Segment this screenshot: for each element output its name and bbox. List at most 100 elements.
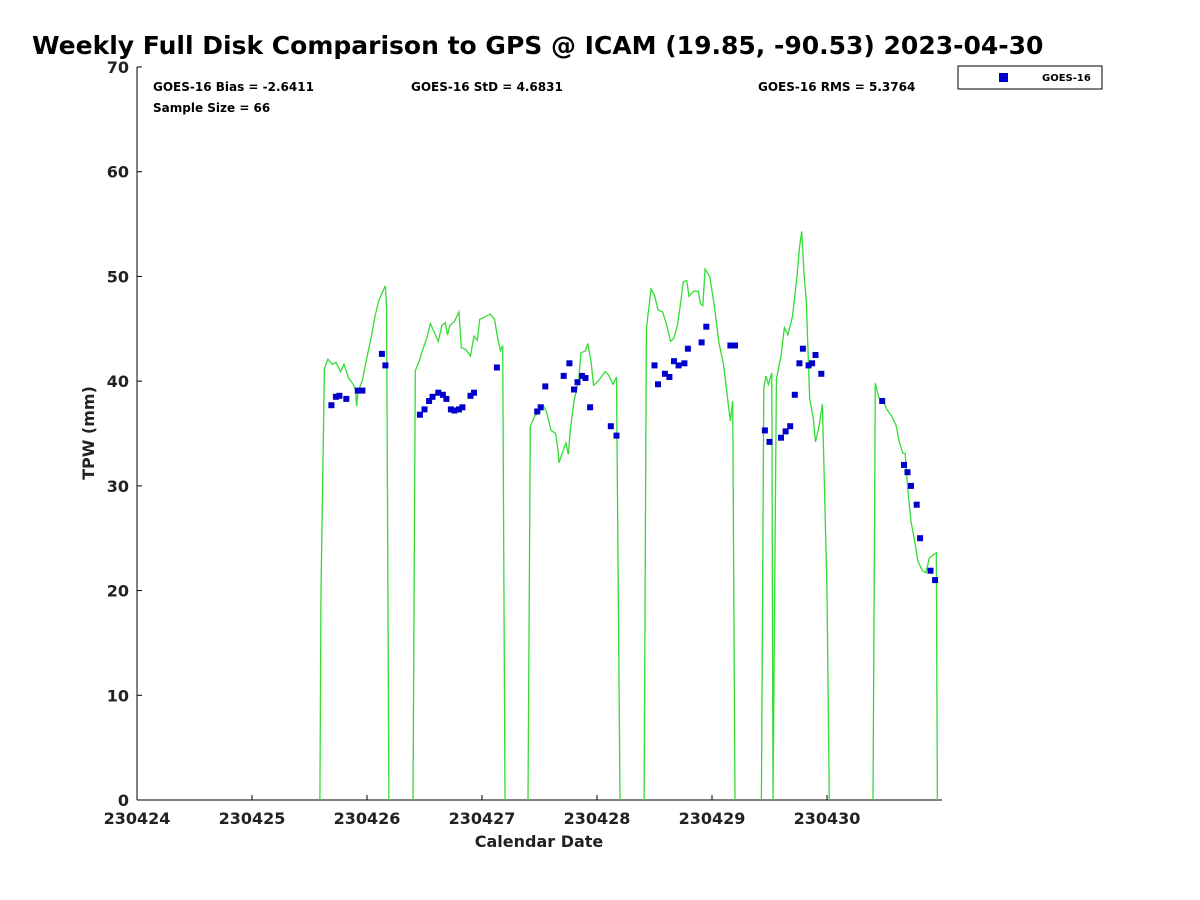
legend: GOES-16 (957, 65, 1103, 90)
goes-16-point (451, 407, 458, 414)
goes-16-point (684, 345, 691, 352)
goes-16-point (439, 391, 446, 398)
goes-16-point (661, 370, 668, 377)
x-tick-label: 230430 (794, 809, 861, 828)
goes-16-point (566, 360, 573, 367)
goes-16-point (703, 323, 710, 330)
goes-16-point (429, 393, 436, 400)
x-tick-label: 230427 (449, 809, 516, 828)
legend-marker-goes-16 (999, 73, 1008, 82)
goes-16-point (613, 432, 620, 439)
goes-16-point (913, 501, 920, 508)
goes-16-point (607, 423, 614, 430)
gps-line-segment (412, 309, 506, 801)
y-tick-label: 40 (107, 372, 129, 391)
goes-16-point (328, 402, 335, 409)
goes-16-point (761, 427, 768, 434)
goes-16-point (537, 404, 544, 411)
goes-16-point (416, 411, 423, 418)
goes-16-point (382, 362, 389, 369)
goes-16-point (727, 342, 734, 349)
goes-16-point (435, 389, 442, 396)
bias-stat: GOES-16 Bias = -2.6411 (153, 80, 314, 94)
goes-16-point (655, 381, 661, 388)
x-tick-label: 230426 (334, 809, 401, 828)
chart-title: Weekly Full Disk Comparison to GPS @ ICA… (32, 31, 1043, 60)
legend-box (957, 65, 1103, 90)
x-tick-label: 230428 (564, 809, 631, 828)
goes-16-point (908, 482, 914, 489)
y-axis-label: TPW (mm) (79, 386, 98, 480)
goes-16-point (421, 406, 428, 413)
goes-16-point (343, 395, 350, 402)
goes-16-point (812, 352, 819, 358)
goes-16-point (359, 387, 366, 394)
goes-16-point (675, 362, 682, 369)
goes-16-point (332, 393, 339, 400)
goes-16-point (904, 469, 911, 476)
goes-16-point (766, 438, 773, 445)
gps-line-segment (760, 231, 830, 801)
goes-16-point (336, 392, 343, 399)
goes-16-point (671, 358, 677, 365)
goes-16-point (778, 434, 784, 441)
goes-16-point (651, 362, 658, 369)
goes-16-point (378, 350, 385, 357)
y-tick-label: 60 (107, 163, 129, 182)
y-tick-label: 30 (107, 477, 129, 496)
goes-16-point (809, 360, 816, 367)
goes-16-point (443, 395, 450, 402)
y-tick-label: 0 (118, 791, 129, 810)
goes-16-point (732, 342, 738, 349)
goes-16-point (879, 398, 886, 404)
goes-16-point (426, 398, 433, 404)
x-tick-label: 230425 (219, 809, 286, 828)
goes-16-point (542, 383, 549, 390)
goes-16-point (560, 372, 567, 379)
gps-line-segment (319, 285, 390, 801)
goes-16-point (796, 360, 803, 367)
goes-16-point (805, 362, 812, 369)
goes-16-point (901, 461, 907, 468)
y-tick-label: 10 (107, 686, 129, 705)
sample-size-stat: Sample Size = 66 (153, 101, 270, 115)
goes-16-point (354, 387, 361, 394)
goes-16-point (471, 389, 477, 396)
goes-16-point (927, 567, 934, 574)
legend-label-goes-16: GOES-16 (1042, 73, 1091, 84)
goes-16-point (932, 577, 939, 584)
gps-line-segment (643, 267, 736, 801)
goes-16-point (587, 404, 594, 411)
goes-16-point (571, 386, 577, 393)
x-axis-ticks: 230424 230425 230426 230427 230428 230429 2304… (104, 795, 861, 828)
x-tick-label: 230424 (104, 809, 171, 828)
y-tick-label: 70 (107, 58, 129, 77)
goes-16-point (574, 379, 581, 386)
rms-stat: GOES-16 RMS = 5.3764 (758, 80, 915, 94)
goes-16-point (447, 406, 454, 413)
goes-16-point (681, 360, 688, 367)
goes-16-point (456, 406, 462, 413)
goes-16-point (534, 408, 541, 415)
goes-16-point (917, 535, 924, 542)
goes-16-point (698, 339, 705, 346)
goes-16-point (467, 392, 474, 399)
goes-16-point (666, 374, 673, 380)
goes-16-series (328, 323, 939, 584)
goes-16-point (582, 375, 589, 381)
goes-16-point (787, 423, 794, 430)
y-axis-ticks: 0 10 20 30 40 50 60 70 (107, 58, 142, 810)
goes-16-point (493, 364, 500, 371)
goes-16-point (818, 370, 825, 377)
plot-area (137, 67, 942, 800)
goes-16-point (579, 372, 585, 379)
x-axis-label: Calendar Date (475, 832, 604, 851)
goes-16-point (799, 345, 806, 352)
goes-16-point (782, 428, 789, 435)
y-tick-label: 20 (107, 582, 129, 601)
x-tick-label: 230429 (679, 809, 746, 828)
goes-16-point (791, 391, 798, 398)
std-stat: GOES-16 StD = 4.6831 (411, 80, 563, 94)
goes-16-point (459, 404, 466, 411)
